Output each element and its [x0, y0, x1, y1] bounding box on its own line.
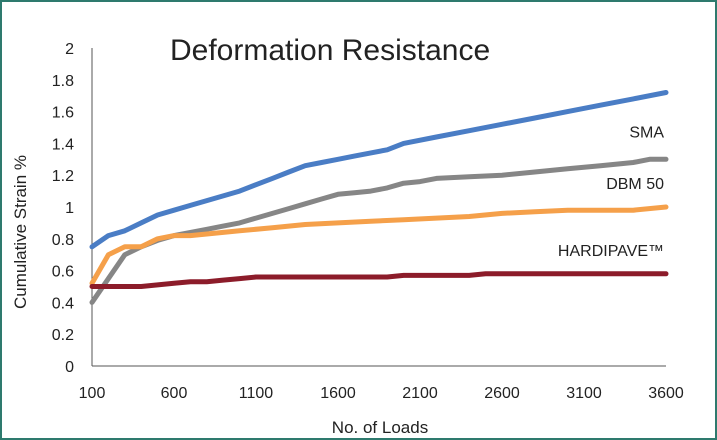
chart-title: Deformation Resistance	[170, 34, 490, 67]
x-tick-label: 1100	[239, 385, 274, 402]
x-ticks: 100 600 1100 1600 2100 2600 3100 3600	[79, 385, 684, 402]
y-tick-label: 1.4	[52, 136, 74, 153]
dbm-50-line	[89, 204, 669, 286]
hardipave-label: HARDIPAVE™	[558, 243, 664, 260]
x-tick-label: 2100	[402, 385, 438, 402]
series-lines	[89, 90, 669, 305]
y-tick-label: 1.6	[52, 105, 74, 122]
y-tick-label: 0	[65, 359, 74, 376]
x-tick-label: 600	[161, 385, 188, 402]
y-tick-label: 0.8	[52, 232, 74, 249]
x-tick-label: 3100	[566, 385, 602, 402]
y-axis-title: Cumulative Strain %	[11, 155, 30, 309]
y-tick-label: 0.2	[52, 327, 74, 344]
y-tick-label: 2	[65, 41, 74, 58]
x-axis-title: No. of Loads	[332, 418, 428, 437]
dbm-50-label: DBM 50	[606, 176, 664, 193]
x-tick-label: 1600	[320, 385, 356, 402]
y-tick-label: 0.6	[52, 264, 74, 281]
y-tick-label: 1.8	[52, 73, 74, 90]
y-tick-label: 1.2	[52, 168, 74, 185]
x-tick-label: 2600	[484, 385, 520, 402]
x-tick-label: 100	[79, 385, 106, 402]
hardipave-line	[89, 271, 669, 289]
x-tick-label: 3600	[648, 385, 684, 402]
series-1-line	[89, 90, 669, 250]
y-ticks: 0 0.2 0.4 0.6 0.8 1 1.2 1.4 1.6 1.8 2	[52, 41, 74, 376]
y-tick-label: 0.4	[52, 295, 74, 312]
series-labels: SMA DBM 50 HARDIPAVE™	[558, 124, 664, 259]
sma-label: SMA	[629, 124, 664, 141]
y-tick-label: 1	[65, 200, 74, 217]
